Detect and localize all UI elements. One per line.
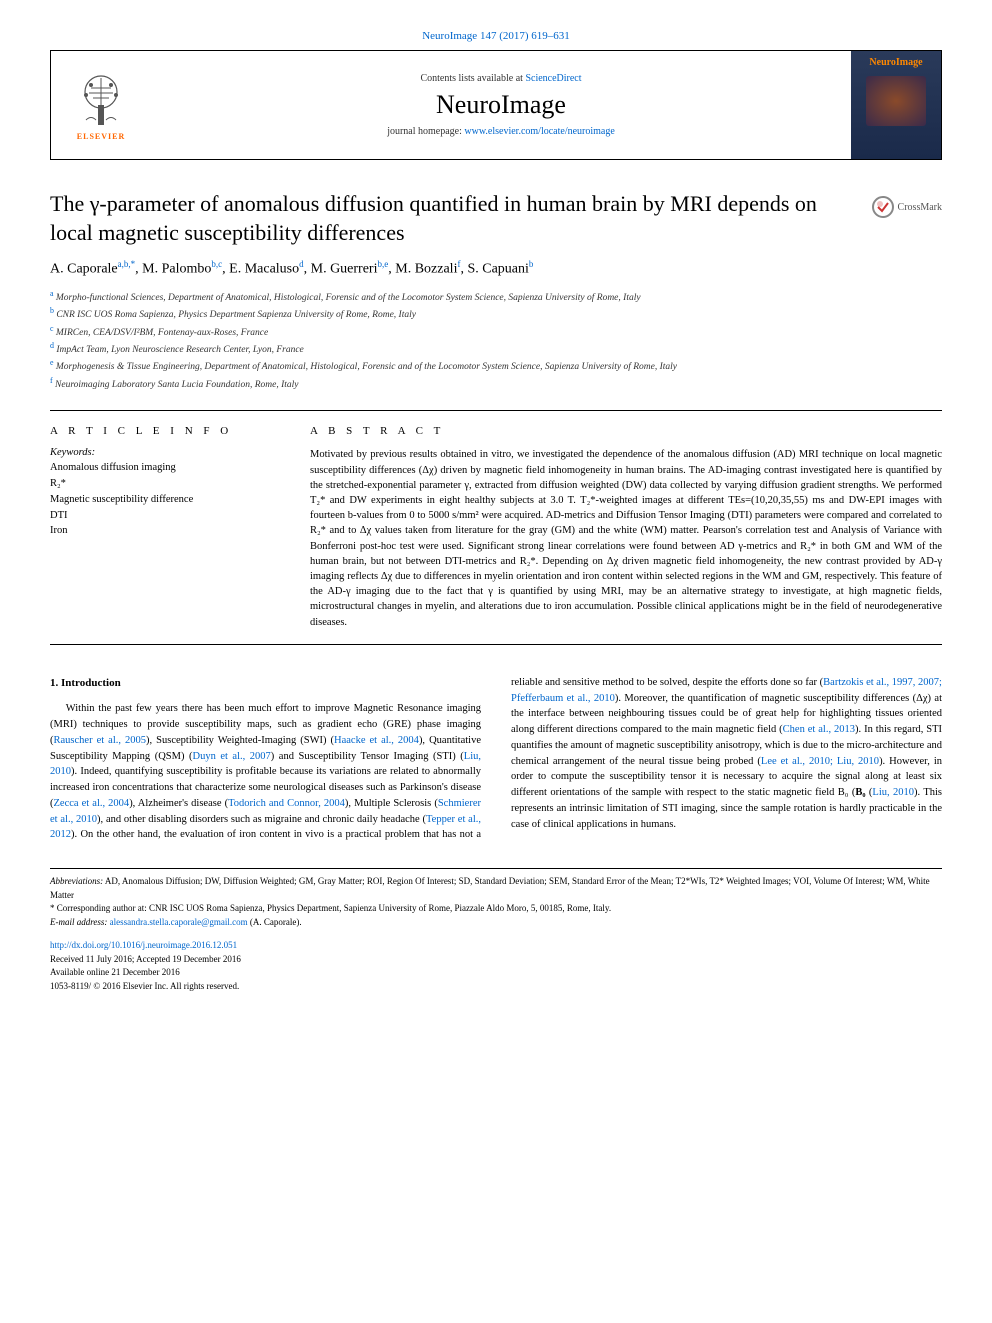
abstract-block: A B S T R A C T Motivated by previous re… [310, 425, 942, 630]
available-line: Available online 21 December 2016 [50, 966, 942, 980]
journal-name: NeuroImage [436, 90, 566, 120]
citation-link[interactable]: Haacke et al., 2004 [334, 735, 419, 746]
article-info-block: A R T I C L E I N F O Keywords: Anomalou… [50, 425, 270, 630]
journal-header: ELSEVIER Contents lists available at Sci… [50, 50, 942, 160]
abbreviations-line: Abbreviations: AD, Anomalous Diffusion; … [50, 875, 942, 902]
body-text: ), Susceptibility Weighted-Imaging (SWI)… [146, 735, 334, 746]
elsevier-label: ELSEVIER [77, 132, 125, 141]
homepage-text: journal homepage: [387, 126, 464, 137]
abstract-label: A B S T R A C T [310, 425, 942, 437]
body-text: ) and Susceptibility Tensor Imaging (STI… [271, 751, 464, 762]
homepage-link[interactable]: www.elsevier.com/locate/neuroimage [464, 126, 614, 137]
article-title: The γ-parameter of anomalous diffusion q… [50, 190, 852, 247]
homepage-line: journal homepage: www.elsevier.com/locat… [387, 126, 615, 137]
abstract-text: Motivated by previous results obtained i… [310, 447, 942, 630]
citation-link[interactable]: Chen et al., 2013 [783, 724, 855, 735]
introduction-section: 1. Introduction Within the past few year… [50, 675, 942, 843]
divider-top [50, 410, 942, 411]
crossmark-label: CrossMark [898, 202, 942, 213]
copyright-line: 1053-8119/ © 2016 Elsevier Inc. All righ… [50, 980, 942, 994]
citation-link[interactable]: Rauscher et al., 2005 [54, 735, 147, 746]
keywords-label: Keywords: [50, 447, 270, 458]
citation-link[interactable]: Lee et al., 2010; Liu, 2010 [761, 756, 879, 767]
sciencedirect-link[interactable]: ScienceDirect [525, 73, 581, 84]
crossmark-badge[interactable]: CrossMark [872, 196, 942, 218]
abbrev-text: AD, Anomalous Diffusion; DW, Diffusion W… [50, 876, 930, 900]
citation-link[interactable]: Zecca et al., 2004 [54, 798, 130, 809]
intro-paragraph: Within the past few years there has been… [50, 675, 942, 843]
cover-title: NeuroImage [869, 57, 922, 68]
elsevier-logo[interactable]: ELSEVIER [51, 51, 151, 159]
keywords-list: Anomalous diffusion imagingR₂*Magnetic s… [50, 460, 270, 539]
body-text: ), and other disabling disorders such as… [97, 814, 426, 825]
email-label: E-mail address: [50, 917, 110, 927]
intro-heading: 1. Introduction [50, 675, 481, 692]
contents-line: Contents lists available at ScienceDirec… [420, 73, 581, 84]
elsevier-tree-icon [71, 70, 131, 130]
corresponding-author: * Corresponding author at: CNR ISC UOS R… [50, 902, 942, 916]
divider-bottom [50, 644, 942, 645]
crossmark-icon [872, 196, 894, 218]
email-link[interactable]: alessandra.stella.caporale@gmail.com [110, 917, 248, 927]
email-line: E-mail address: alessandra.stella.capora… [50, 916, 942, 930]
authors-line: A. Caporalea,b,*, M. Palombob,c, E. Maca… [50, 259, 942, 278]
body-text: ). On the other hand, the evaluation of … [71, 829, 259, 840]
body-text: ), Alzheimer's disease ( [129, 798, 228, 809]
doi-link[interactable]: http://dx.doi.org/10.1016/j.neuroimage.2… [50, 940, 237, 950]
abbrev-label: Abbreviations: [50, 876, 103, 886]
citation-link[interactable]: Duyn et al., 2007 [192, 751, 270, 762]
article-info-label: A R T I C L E I N F O [50, 425, 270, 437]
citation-link[interactable]: Todorich and Connor, 2004 [228, 798, 345, 809]
header-center: Contents lists available at ScienceDirec… [151, 51, 851, 159]
contents-text: Contents lists available at [420, 73, 525, 84]
footer-block: Abbreviations: AD, Anomalous Diffusion; … [50, 868, 942, 993]
body-text: ), Multiple Sclerosis ( [345, 798, 438, 809]
journal-cover-thumb[interactable]: NeuroImage [851, 51, 941, 159]
email-tail: (A. Caporale). [248, 917, 302, 927]
footer-divider [50, 868, 942, 869]
received-line: Received 11 July 2016; Accepted 19 Decem… [50, 953, 942, 967]
journal-citation[interactable]: NeuroImage 147 (2017) 619–631 [50, 30, 942, 42]
affiliations-block: a Morpho-functional Sciences, Department… [50, 288, 942, 392]
cover-image [866, 76, 926, 126]
citation-link[interactable]: Liu, 2010 [872, 787, 914, 798]
